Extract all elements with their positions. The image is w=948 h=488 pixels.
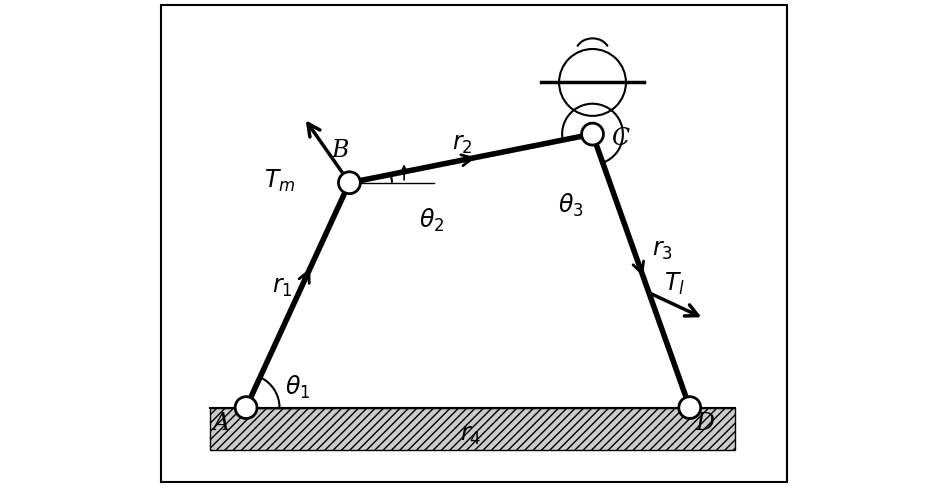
Text: C: C <box>611 126 629 149</box>
Text: $\theta_2$: $\theta_2$ <box>419 206 444 233</box>
Text: $T_l$: $T_l$ <box>665 270 685 297</box>
Text: $r_4$: $r_4$ <box>461 424 482 447</box>
Text: D: D <box>696 411 715 434</box>
Text: $r_1$: $r_1$ <box>272 275 293 298</box>
FancyBboxPatch shape <box>161 6 787 482</box>
Circle shape <box>581 124 604 146</box>
Text: $r_3$: $r_3$ <box>652 239 673 262</box>
Bar <box>210 408 736 450</box>
Text: B: B <box>332 139 349 162</box>
Circle shape <box>559 50 626 117</box>
Text: $T_m$: $T_m$ <box>264 167 295 193</box>
Circle shape <box>338 172 360 194</box>
Text: $r_2$: $r_2$ <box>451 132 472 155</box>
Text: $\theta_1$: $\theta_1$ <box>285 373 310 400</box>
Text: $\theta_3$: $\theta_3$ <box>558 191 584 218</box>
Text: A: A <box>213 411 230 434</box>
Circle shape <box>235 397 257 419</box>
Circle shape <box>679 397 701 419</box>
